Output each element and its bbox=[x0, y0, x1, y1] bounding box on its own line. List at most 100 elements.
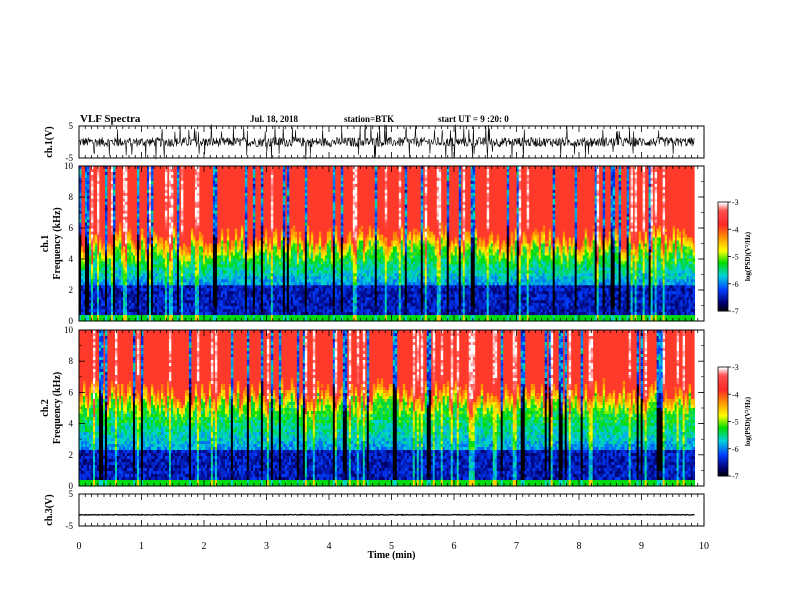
spectrogram-cell bbox=[286, 180, 290, 185]
spectrogram-cell bbox=[266, 282, 270, 286]
spectrogram-cell bbox=[150, 315, 154, 319]
spectrogram-cell bbox=[140, 261, 144, 265]
spectrogram-cell bbox=[152, 276, 156, 280]
spectrogram-cell bbox=[286, 171, 290, 176]
spectrogram-cell bbox=[286, 318, 290, 322]
spectrogram-cell bbox=[92, 261, 96, 265]
spectrogram-cell bbox=[154, 273, 158, 277]
spectrogram-cell bbox=[162, 252, 166, 256]
spectrogram-cell bbox=[142, 294, 146, 298]
spectrogram-cell bbox=[340, 177, 344, 182]
spectrogram-cell bbox=[328, 273, 332, 277]
spectrogram-cell bbox=[168, 261, 172, 265]
spectrogram-cell bbox=[138, 285, 142, 289]
spectrogram-cell bbox=[154, 291, 158, 295]
spectrogram-cell bbox=[102, 306, 106, 310]
spectrogram-cell bbox=[162, 285, 166, 289]
spectrogram-cell bbox=[232, 267, 236, 271]
spectrogram-cell bbox=[218, 276, 222, 280]
spectrogram-cell bbox=[332, 186, 336, 191]
spectrogram-cell bbox=[228, 309, 232, 313]
spectrogram-cell bbox=[318, 312, 322, 316]
spectrogram-cell bbox=[196, 168, 200, 173]
spectrogram-cell bbox=[120, 279, 124, 283]
spectrogram-cell bbox=[162, 276, 166, 280]
spectrogram-cell bbox=[254, 252, 258, 256]
spectrogram-cell bbox=[204, 252, 208, 256]
spectrogram-cell bbox=[328, 228, 332, 232]
spectrogram-cell bbox=[108, 282, 112, 286]
spectrogram-cell bbox=[126, 243, 130, 247]
spectrogram-cell bbox=[122, 201, 126, 206]
spectrogram-cell bbox=[252, 168, 256, 173]
spectrogram-cell bbox=[88, 261, 92, 265]
spectrogram-cell bbox=[140, 315, 144, 319]
spectrogram-cell bbox=[250, 261, 254, 265]
spectrogram-cell bbox=[354, 201, 358, 206]
spectrogram-cell bbox=[228, 288, 232, 292]
spectrogram-cell bbox=[164, 267, 168, 271]
spectrogram-cell bbox=[352, 252, 356, 256]
spectrogram-cell bbox=[332, 264, 336, 268]
spectrogram-cell bbox=[136, 186, 140, 191]
spectrogram-cell bbox=[246, 279, 250, 283]
spectrogram-cell bbox=[152, 309, 156, 313]
spectrogram-cell bbox=[110, 258, 114, 262]
spectrogram-cell bbox=[188, 267, 192, 271]
spectrogram-cell bbox=[286, 192, 290, 197]
spectrogram-cell bbox=[182, 309, 186, 313]
spectrogram-cell bbox=[268, 270, 272, 274]
spectrogram-cell bbox=[266, 261, 270, 265]
spectrogram-cell bbox=[328, 252, 332, 256]
spectrogram-cell bbox=[288, 288, 292, 292]
spectrogram-cell bbox=[316, 282, 320, 286]
spectrogram-cell bbox=[148, 282, 152, 286]
spectrogram-cell bbox=[172, 252, 176, 256]
spectrogram-cell bbox=[87, 195, 90, 200]
spectrogram-cell bbox=[214, 219, 218, 224]
spectrogram-cell bbox=[380, 234, 384, 238]
spectrogram-cell bbox=[226, 237, 230, 241]
spectrogram-cell bbox=[146, 258, 150, 262]
spectrogram-cell bbox=[278, 303, 282, 307]
spectrogram-cell bbox=[240, 267, 244, 271]
spectrogram-cell bbox=[79, 174, 82, 179]
spectrogram-cell bbox=[168, 306, 172, 310]
spectrogram-cell bbox=[194, 291, 198, 295]
spectrogram-cell bbox=[288, 246, 292, 250]
spectrogram-cell bbox=[282, 282, 286, 286]
spectrogram-cell bbox=[332, 234, 336, 238]
spectrogram-cell bbox=[94, 306, 98, 310]
spectrogram-cell bbox=[210, 267, 214, 271]
spectrogram-cell bbox=[194, 261, 198, 265]
spectrogram-cell bbox=[298, 270, 302, 274]
spectrogram-cell bbox=[214, 282, 218, 286]
spectrogram-cell bbox=[310, 315, 314, 319]
spectrogram-cell bbox=[222, 300, 226, 304]
spectrogram-cell bbox=[184, 312, 188, 316]
spectrogram-cell bbox=[118, 225, 122, 229]
spectrogram-cell bbox=[128, 264, 132, 268]
spectrogram-cell bbox=[148, 192, 152, 197]
spectrogram-cell bbox=[126, 246, 130, 250]
spectrogram-cell bbox=[292, 243, 296, 247]
spectrogram-cell bbox=[238, 288, 242, 292]
spectrogram-cell bbox=[194, 204, 198, 209]
spectrogram-cell bbox=[306, 273, 310, 277]
spectrogram-cell bbox=[318, 255, 322, 259]
spectrogram-cell bbox=[168, 207, 172, 212]
spectrogram-cell bbox=[122, 231, 126, 235]
spectrogram-cell bbox=[296, 279, 300, 283]
spectrogram-cell bbox=[318, 276, 322, 280]
spectrogram-cell bbox=[170, 282, 174, 286]
spectrogram-cell bbox=[198, 318, 202, 322]
spectrogram-cell bbox=[194, 300, 198, 304]
spectrogram-cell bbox=[196, 180, 200, 185]
spectrogram-cell bbox=[310, 243, 314, 247]
spectrogram-cell bbox=[216, 288, 220, 292]
spectrogram-cell bbox=[322, 276, 326, 280]
spectrogram-cell bbox=[158, 285, 162, 289]
spectrogram-cell bbox=[104, 216, 108, 221]
spectrogram-cell bbox=[206, 285, 210, 289]
spectrogram-cell bbox=[134, 267, 138, 271]
